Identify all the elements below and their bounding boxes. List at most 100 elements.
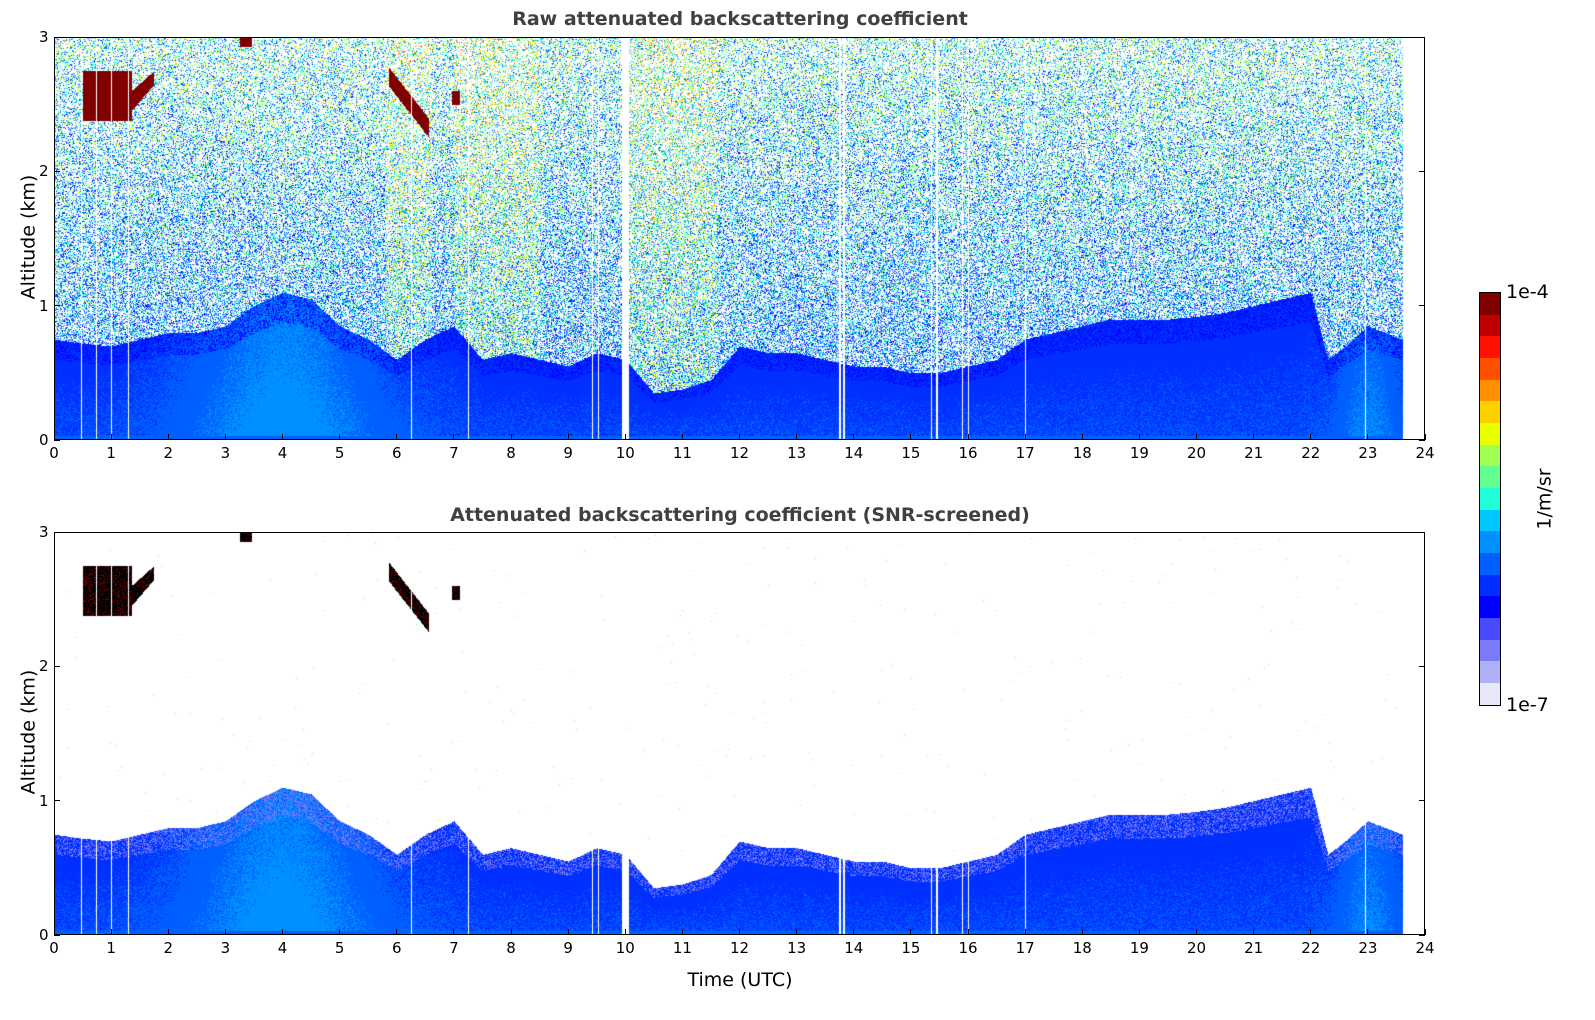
colorbar-segment <box>1480 661 1500 684</box>
x-tick-label: 15 <box>901 939 921 957</box>
colorbar-segment <box>1480 293 1500 315</box>
x-tick <box>681 434 683 440</box>
x-tick <box>1310 434 1312 440</box>
x-tick-label: 24 <box>1415 444 1435 462</box>
y-tick-label: 0 <box>39 431 49 449</box>
x-tick-label: 22 <box>1301 444 1321 462</box>
x-tick-label: 4 <box>277 444 288 462</box>
x-tick-label: 11 <box>672 444 692 462</box>
y-tick-label: 3 <box>39 523 49 541</box>
x-tick-label: 17 <box>1015 444 1035 462</box>
x-tick <box>224 434 226 440</box>
x-tick-label: 19 <box>1129 444 1149 462</box>
colorbar-segment <box>1480 379 1500 402</box>
x-tick <box>1196 929 1197 935</box>
colorbar-min-label: 1e-7 <box>1506 694 1549 716</box>
x-tick-label: 0 <box>49 939 59 957</box>
x-tick-label: 10 <box>615 444 635 462</box>
x-tick <box>453 434 455 440</box>
colorbar-segment <box>1480 531 1500 554</box>
x-tick-label: 1 <box>106 444 116 462</box>
panel1-title: Raw attenuated backscattering coefficien… <box>512 8 968 30</box>
panel1-ylabel: Altitude (km) <box>17 174 40 300</box>
colorbar-segment <box>1480 358 1500 380</box>
x-tick-label: 20 <box>1186 939 1207 957</box>
x-tick <box>1253 929 1255 935</box>
x-tick <box>53 434 55 440</box>
x-tick-label: 6 <box>391 939 402 957</box>
x-tick <box>853 434 855 440</box>
colorbar-segment <box>1480 618 1500 640</box>
x-tick <box>1138 434 1140 440</box>
y-tick-right <box>1419 934 1425 936</box>
y-tick-label: 2 <box>39 657 49 676</box>
panel2-axes <box>54 532 1425 935</box>
x-tick <box>510 434 512 440</box>
x-tick <box>1196 434 1197 440</box>
x-tick <box>396 434 398 440</box>
x-tick-label: 21 <box>1244 939 1264 957</box>
x-tick <box>1367 434 1369 440</box>
x-tick <box>1367 929 1369 935</box>
x-tick <box>339 434 341 440</box>
x-tick <box>910 929 912 935</box>
xlabel: Time (UTC) <box>687 969 793 991</box>
y-tick <box>54 305 60 307</box>
x-tick <box>967 929 969 935</box>
x-tick <box>910 434 912 440</box>
x-tick-label: 11 <box>672 939 692 957</box>
x-tick-label: 16 <box>958 444 978 462</box>
x-tick-label: 14 <box>844 444 864 462</box>
x-tick <box>624 434 626 440</box>
x-tick <box>110 929 112 935</box>
colorbar-label: 1/m/sr <box>1533 468 1556 530</box>
x-tick-label: 16 <box>958 939 978 957</box>
x-tick <box>224 929 226 935</box>
colorbar-segment <box>1480 596 1500 619</box>
x-tick <box>1253 434 1255 440</box>
x-tick <box>110 434 112 440</box>
x-tick <box>53 929 55 935</box>
y-tick <box>54 439 60 441</box>
colorbar-max-label: 1e-4 <box>1506 281 1549 303</box>
x-tick-label: 17 <box>1015 939 1035 957</box>
colorbar-segment <box>1480 488 1500 510</box>
x-tick-label: 21 <box>1244 444 1264 462</box>
colorbar-segment <box>1480 509 1500 532</box>
x-tick-label: 18 <box>1072 939 1092 957</box>
x-tick <box>1024 434 1026 440</box>
x-tick <box>1081 929 1083 935</box>
y-tick <box>54 531 60 533</box>
colorbar-segment <box>1480 574 1500 597</box>
y-tick-label: 0 <box>39 926 49 944</box>
x-tick-label: 12 <box>729 444 750 462</box>
x-tick <box>1424 929 1426 935</box>
colorbar-segment <box>1480 639 1500 662</box>
x-tick-label: 1 <box>106 939 116 957</box>
x-tick <box>796 929 798 935</box>
x-tick-label: 0 <box>49 444 59 462</box>
x-tick-label: 7 <box>449 444 459 462</box>
x-tick-label: 12 <box>729 939 750 957</box>
x-tick <box>282 929 283 935</box>
y-tick-right <box>1419 170 1425 172</box>
colorbar-segment <box>1480 401 1500 424</box>
x-tick <box>167 434 169 440</box>
x-tick-label: 24 <box>1415 939 1435 957</box>
x-tick-label: 10 <box>615 939 635 957</box>
x-tick <box>1081 434 1083 440</box>
x-tick-label: 4 <box>277 939 288 957</box>
colorbar-segment <box>1480 466 1500 489</box>
x-tick-label: 23 <box>1358 939 1378 957</box>
x-tick <box>282 434 283 440</box>
x-tick-label: 13 <box>787 939 807 957</box>
y-tick <box>54 800 60 802</box>
y-tick-label: 3 <box>39 28 49 46</box>
colorbar-segment <box>1480 444 1500 467</box>
x-tick <box>510 929 512 935</box>
y-tick-right <box>1419 531 1425 533</box>
x-tick-label: 15 <box>901 444 921 462</box>
panel2-ylabel: Altitude (km) <box>17 669 40 795</box>
x-tick-label: 5 <box>334 444 345 462</box>
